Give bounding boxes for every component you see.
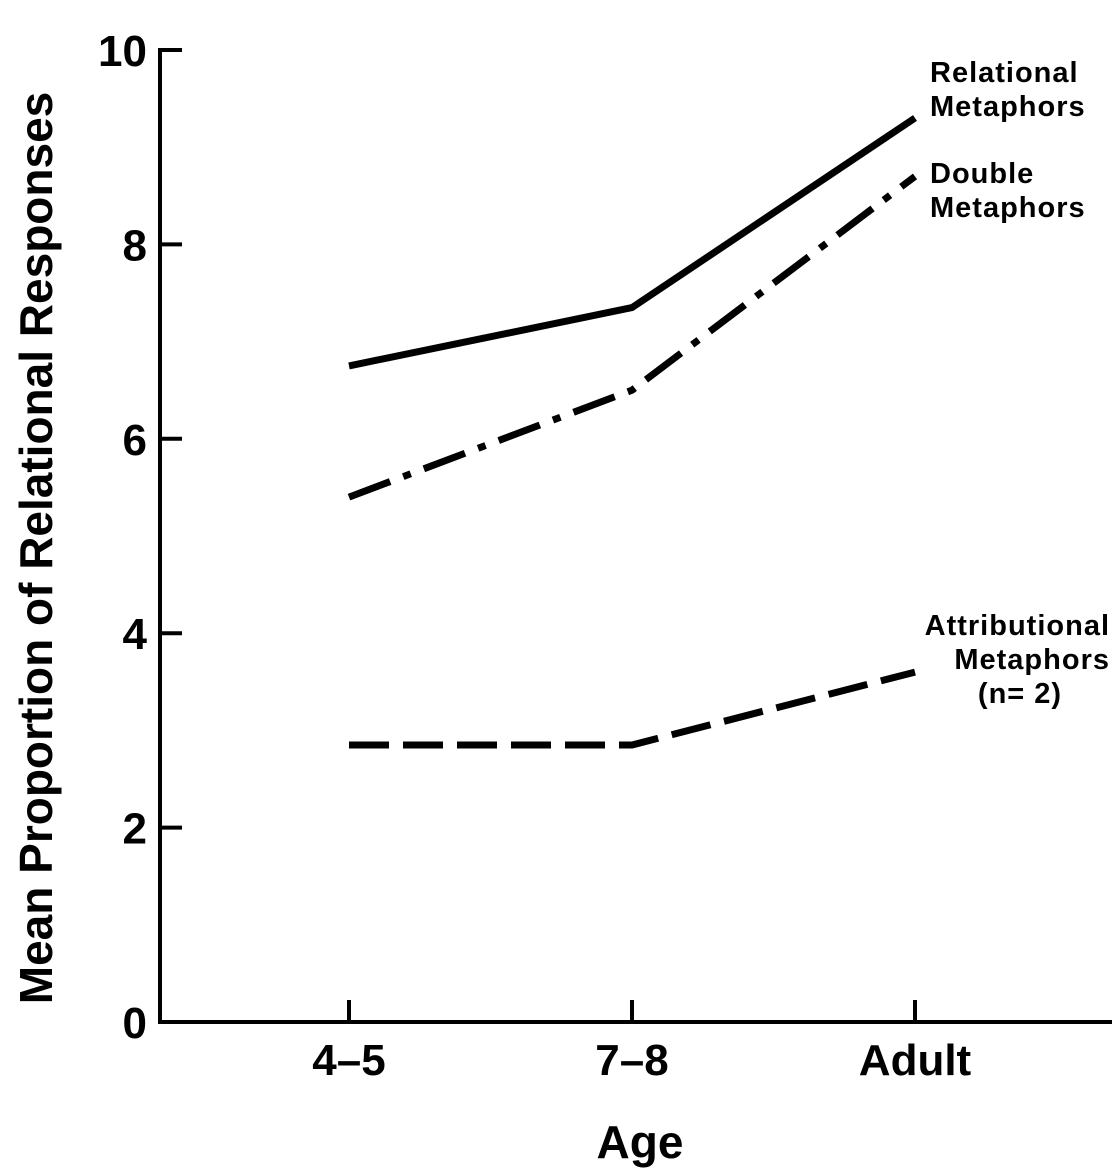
- y-tick-label: 10: [98, 27, 147, 76]
- series-line-2: [347, 173, 918, 501]
- y-tick-label: 6: [123, 416, 147, 465]
- x-tick-label: 7–8: [595, 1036, 668, 1085]
- series-label-line: Metaphors: [930, 91, 1086, 123]
- x-tick-label: Adult: [859, 1036, 972, 1085]
- series-label-line: Double: [930, 158, 1034, 190]
- series-label-line: Attributional: [925, 610, 1110, 642]
- series-line-1: [348, 115, 917, 370]
- series-label-line: Metaphors: [954, 644, 1110, 676]
- series-label-3: Attributional Metaphors (n= 2): [925, 610, 1110, 710]
- y-tick-label: 8: [123, 221, 147, 270]
- series-label-line: Relational: [930, 57, 1079, 89]
- y-tick-label: 2: [123, 805, 147, 854]
- series-line-3: [349, 668, 916, 749]
- series-label-line: Metaphors: [930, 192, 1086, 224]
- series-lines: [347, 115, 918, 749]
- series-label-line: (n= 2): [978, 678, 1062, 710]
- x-tick-label: 4–5: [312, 1036, 385, 1085]
- series-label-1: Relational Metaphors: [930, 57, 1086, 123]
- series-label-2: Double Metaphors: [930, 158, 1086, 224]
- x-axis-ticks: 4–5 7–8 Adult: [312, 1000, 972, 1085]
- x-axis-title: Age: [597, 1116, 684, 1168]
- chart-axes: [158, 48, 1112, 1024]
- y-axis-title: Mean Proportion of Relational Responses: [10, 92, 62, 1004]
- y-tick-label: 0: [123, 999, 147, 1048]
- y-tick-label: 4: [123, 610, 148, 659]
- y-axis-ticks: 0 2 4 6 8 10: [98, 27, 182, 1048]
